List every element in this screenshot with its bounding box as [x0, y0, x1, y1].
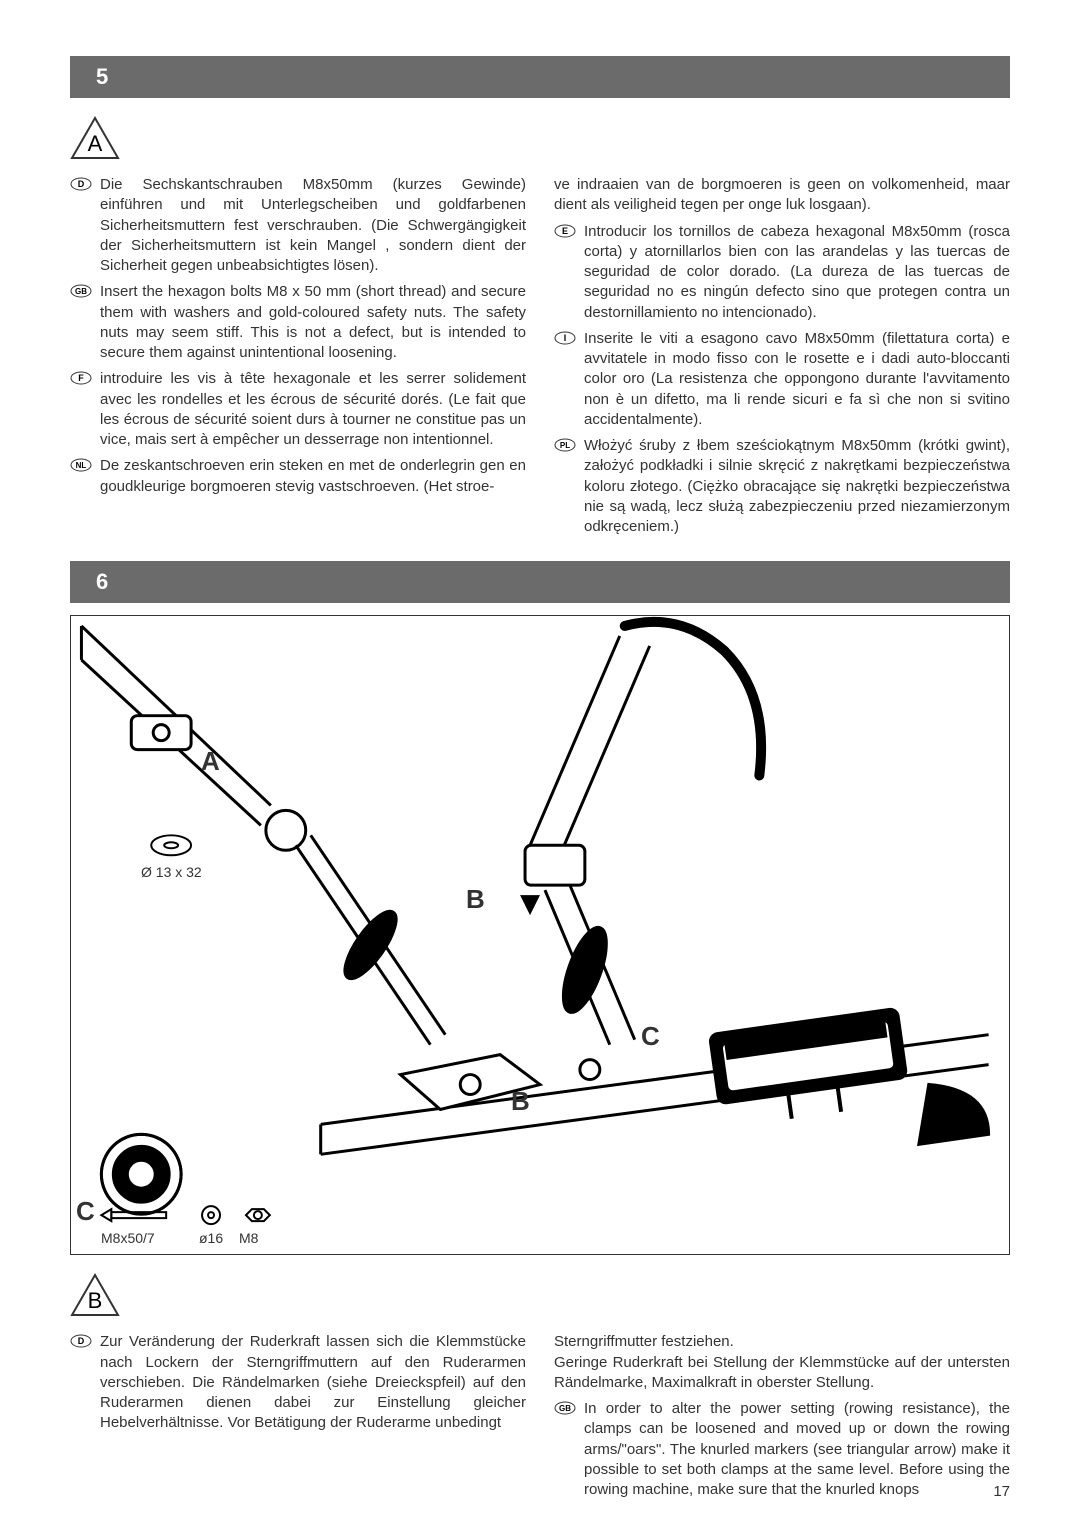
section-6-left-col: D Zur Veränderung der Ruderkraft lassen … — [70, 1332, 526, 1506]
spec-c-nut: M8 — [239, 1230, 258, 1246]
svg-text:E: E — [562, 226, 568, 236]
para-pl-text: Włożyć śruby z łbem sześciokątnym M8x50m… — [584, 436, 1010, 537]
page-number: 17 — [993, 1483, 1010, 1500]
warning-triangle-a: A — [70, 116, 120, 160]
spec-a: Ø 13 x 32 — [141, 864, 202, 880]
svg-text:I: I — [564, 333, 567, 343]
para-i-text: Inserite le viti a esagono cavo M8x50mm … — [584, 329, 1010, 430]
para-nl-text: De zeskantschroeven erin steken en met d… — [100, 456, 526, 497]
section-6-right-col: Sterngriffmutter festziehen. Geringe Rud… — [554, 1332, 1010, 1506]
section-5-left-col: D Die Sechskantschrauben M8x50mm (kurzes… — [70, 175, 526, 543]
figure-label-a: A — [201, 746, 220, 777]
para-f-text: introduire les vis à tête hexagonale et … — [100, 369, 526, 450]
assembly-figure: A B C B C Ø 13 x 32 M8x50/7 ø16 M8 — [70, 615, 1010, 1255]
para6-gb-text: In order to alter the power setting (row… — [584, 1399, 1010, 1500]
svg-text:PL: PL — [560, 441, 570, 450]
figure-label-c2: C — [76, 1196, 95, 1227]
spec-c-washer: ø16 — [199, 1230, 223, 1246]
para-i: I Inserite le viti a esagono cavo M8x50m… — [554, 329, 1010, 430]
warning-triangle-b: B — [70, 1273, 120, 1317]
svg-text:GB: GB — [75, 287, 87, 296]
figure-label-b2: B — [511, 1086, 530, 1117]
para6-gb: GB In order to alter the power setting (… — [554, 1399, 1010, 1500]
section-6-text: D Zur Veränderung der Ruderkraft lassen … — [70, 1332, 1010, 1506]
svg-text:D: D — [78, 1336, 85, 1346]
lang-badge-f: F — [70, 371, 92, 385]
lang-badge-e: E — [554, 224, 576, 238]
figure-label-c1: C — [641, 1021, 660, 1052]
section-5-bar: 5 — [70, 56, 1010, 98]
lang-badge-i: I — [554, 331, 576, 345]
para-pl: PL Włożyć śruby z łbem sześciokątnym M8x… — [554, 436, 1010, 537]
section-5-right-col: ve indraaien van de borgmoeren is geen o… — [554, 175, 1010, 543]
figure-label-b1: B — [466, 884, 485, 915]
svg-text:GB: GB — [559, 1404, 571, 1413]
d-continuation-6: Sterngriffmutter festziehen. Geringe Rud… — [554, 1332, 1010, 1393]
para6-d: D Zur Veränderung der Ruderkraft lassen … — [70, 1332, 526, 1433]
lang-badge-d: D — [70, 177, 92, 191]
para-gb-text: Insert the hexagon bolts M8 x 50 mm (sho… — [100, 282, 526, 363]
spec-c-bolt: M8x50/7 — [101, 1230, 155, 1246]
para-e: E Introducir los tornillos de cabeza hex… — [554, 222, 1010, 323]
para-gb: GB Insert the hexagon bolts M8 x 50 mm (… — [70, 282, 526, 363]
svg-text:A: A — [88, 131, 103, 156]
assembly-diagram-svg — [71, 616, 1009, 1254]
svg-text:NL: NL — [76, 461, 87, 470]
lang-badge-pl: PL — [554, 438, 576, 452]
section-6-number: 6 — [96, 569, 108, 594]
para-nl: NL De zeskantschroeven erin steken en me… — [70, 456, 526, 497]
svg-text:B: B — [88, 1288, 103, 1313]
para-e-text: Introducir los tornillos de cabeza hexag… — [584, 222, 1010, 323]
svg-text:D: D — [78, 179, 85, 189]
section-5-number: 5 — [96, 64, 108, 89]
lang-badge-gb: GB — [70, 284, 92, 298]
lang-badge-gb-6: GB — [554, 1401, 576, 1415]
svg-text:F: F — [78, 373, 84, 383]
section-6-bar: 6 — [70, 561, 1010, 603]
para-d-text: Die Sechskantschrauben M8x50mm (kurzes G… — [100, 175, 526, 276]
lang-badge-nl: NL — [70, 458, 92, 472]
section-5-text: D Die Sechskantschrauben M8x50mm (kurzes… — [70, 175, 1010, 543]
para6-d-text: Zur Veränderung der Ruderkraft lassen si… — [100, 1332, 526, 1433]
nl-continuation: ve indraaien van de borgmoeren is geen o… — [554, 175, 1010, 216]
lang-badge-d-6: D — [70, 1334, 92, 1348]
para-f: F introduire les vis à tête hexagonale e… — [70, 369, 526, 450]
para-d: D Die Sechskantschrauben M8x50mm (kurzes… — [70, 175, 526, 276]
